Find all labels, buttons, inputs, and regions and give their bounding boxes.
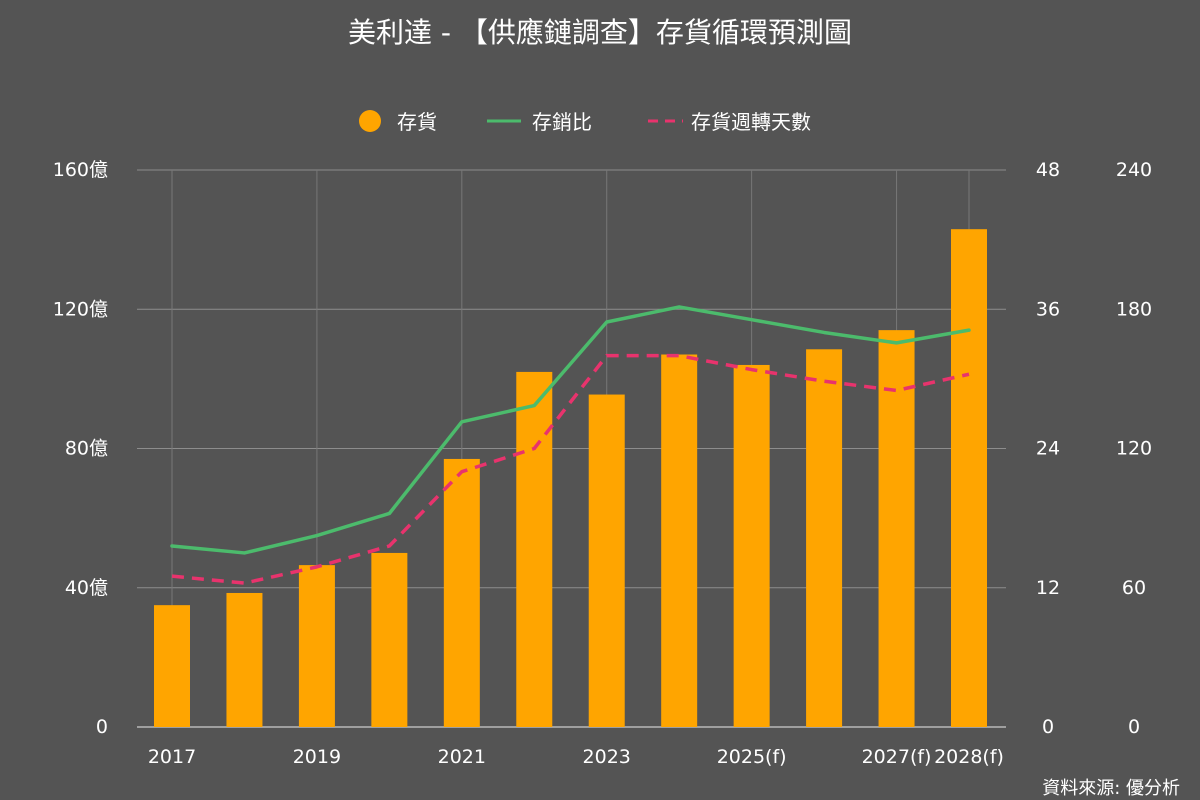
left-axis-tick: 160億 bbox=[53, 159, 108, 181]
bar-inventory-2017 bbox=[154, 605, 190, 727]
legend-label-turnover: 存貨週轉天數 bbox=[691, 110, 811, 134]
x-axis-tick-2021: 2021 bbox=[438, 746, 486, 768]
right-axis-ratio-tick: 36 bbox=[1036, 298, 1060, 320]
right-axis-ratio-tick: 0 bbox=[1042, 716, 1054, 738]
right-axis-ratio-tick: 24 bbox=[1036, 438, 1060, 460]
bar-inventory-2026(f) bbox=[806, 349, 843, 727]
right-axis-ratio-tick: 12 bbox=[1036, 577, 1060, 599]
right-axis-days-tick: 60 bbox=[1122, 577, 1146, 599]
left-axis-tick: 0 bbox=[96, 716, 108, 738]
bar-inventory-2021 bbox=[443, 458, 480, 727]
right-axis-days-tick: 180 bbox=[1116, 298, 1152, 320]
bar-inventory-2028(f) bbox=[951, 229, 987, 727]
x-axis-tick-2017: 2017 bbox=[148, 746, 196, 768]
x-axis-tick-2028(f): 2028(f) bbox=[934, 746, 1004, 768]
legend: 存貨 存銷比 存貨週轉天數 bbox=[359, 110, 811, 134]
x-axis-tick-2019: 2019 bbox=[293, 746, 341, 768]
chart-title: 美利達 - 【供應鏈調查】存貨循環預測圖 bbox=[348, 16, 852, 49]
bars-layer bbox=[154, 229, 987, 727]
bar-inventory-2018 bbox=[226, 592, 263, 727]
left-axis-tick: 120億 bbox=[53, 298, 108, 320]
source-label: 資料來源: 優分析 bbox=[1042, 778, 1180, 799]
bar-inventory-2024 bbox=[661, 354, 698, 727]
line-inventory-turnover-days bbox=[171, 353, 970, 585]
bar-inventory-2019 bbox=[298, 565, 335, 727]
line-inventory-sales-ratio bbox=[170, 305, 971, 555]
bar-inventory-2025(f) bbox=[733, 364, 770, 727]
x-axis-tick-2025(f): 2025(f) bbox=[717, 746, 787, 768]
x-axis-tick-2027(f): 2027(f) bbox=[862, 746, 932, 768]
left-axis-tick: 40億 bbox=[65, 577, 108, 599]
lines-layer bbox=[170, 305, 971, 585]
x-axis-tick-2023: 2023 bbox=[583, 746, 631, 768]
bar-inventory-2023 bbox=[588, 394, 625, 727]
right-axis-days-tick: 240 bbox=[1116, 159, 1152, 181]
grid-layer bbox=[137, 169, 1006, 728]
left-axis-tick: 80億 bbox=[65, 438, 108, 460]
axis-labels-layer: 0 40億 80億 120億 160億 0 12 24 36 48 0 60 120 180 240 2017… bbox=[53, 159, 1152, 768]
right-axis-days-tick: 120 bbox=[1116, 438, 1152, 460]
legend-marker-inventory bbox=[359, 110, 381, 132]
bar-inventory-2027(f) bbox=[878, 330, 915, 727]
right-axis-ratio-tick: 48 bbox=[1036, 159, 1060, 181]
bar-inventory-2022 bbox=[516, 371, 553, 727]
bar-inventory-2020 bbox=[371, 552, 408, 727]
right-axis-days-tick: 0 bbox=[1128, 716, 1140, 738]
legend-label-ratio: 存銷比 bbox=[532, 110, 592, 134]
legend-label-inventory: 存貨 bbox=[397, 110, 437, 134]
